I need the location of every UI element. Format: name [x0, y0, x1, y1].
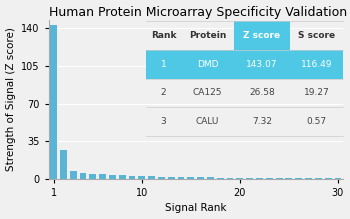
Bar [217, 178, 224, 179]
Text: 26.58: 26.58 [249, 88, 275, 97]
Text: 1: 1 [161, 60, 166, 69]
Text: Protein: Protein [189, 31, 226, 40]
Bar [256, 178, 263, 179]
FancyBboxPatch shape [234, 21, 290, 50]
Bar [60, 150, 67, 179]
Bar [148, 177, 155, 179]
Bar [276, 178, 282, 179]
X-axis label: Signal Rank: Signal Rank [165, 203, 226, 214]
Text: 7.32: 7.32 [252, 117, 272, 126]
Bar [138, 176, 145, 179]
Text: CA125: CA125 [193, 88, 222, 97]
Bar [325, 178, 331, 179]
Text: Z score: Z score [243, 31, 280, 40]
Text: CALU: CALU [196, 117, 219, 126]
Bar [168, 177, 175, 179]
Text: 0.57: 0.57 [306, 117, 327, 126]
Text: 143.07: 143.07 [246, 60, 278, 69]
Bar [109, 175, 116, 179]
Bar [99, 174, 106, 179]
Text: S score: S score [298, 31, 335, 40]
Text: DMD: DMD [197, 60, 218, 69]
Bar [305, 178, 312, 179]
Text: 2: 2 [161, 88, 166, 97]
Bar [70, 171, 77, 179]
Bar [119, 175, 126, 179]
Bar [335, 178, 341, 179]
Text: 3: 3 [161, 117, 166, 126]
Bar [177, 177, 184, 179]
Bar [295, 178, 302, 179]
Bar [266, 178, 273, 179]
Bar [79, 173, 86, 179]
Bar [50, 25, 57, 179]
Bar [315, 178, 322, 179]
Text: 116.49: 116.49 [301, 60, 332, 69]
Y-axis label: Strength of Signal (Z score): Strength of Signal (Z score) [6, 27, 15, 171]
Text: 19.27: 19.27 [303, 88, 329, 97]
Bar [286, 178, 292, 179]
Text: Rank: Rank [150, 31, 176, 40]
Bar [237, 178, 243, 179]
Bar [89, 174, 96, 179]
Bar [128, 176, 135, 179]
Bar [227, 178, 233, 179]
Text: Human Protein Microarray Specificity Validation: Human Protein Microarray Specificity Val… [49, 5, 347, 19]
Bar [197, 177, 204, 179]
Bar [246, 178, 253, 179]
FancyBboxPatch shape [146, 50, 343, 79]
Bar [207, 177, 214, 179]
Bar [158, 177, 165, 179]
Bar [187, 177, 194, 179]
